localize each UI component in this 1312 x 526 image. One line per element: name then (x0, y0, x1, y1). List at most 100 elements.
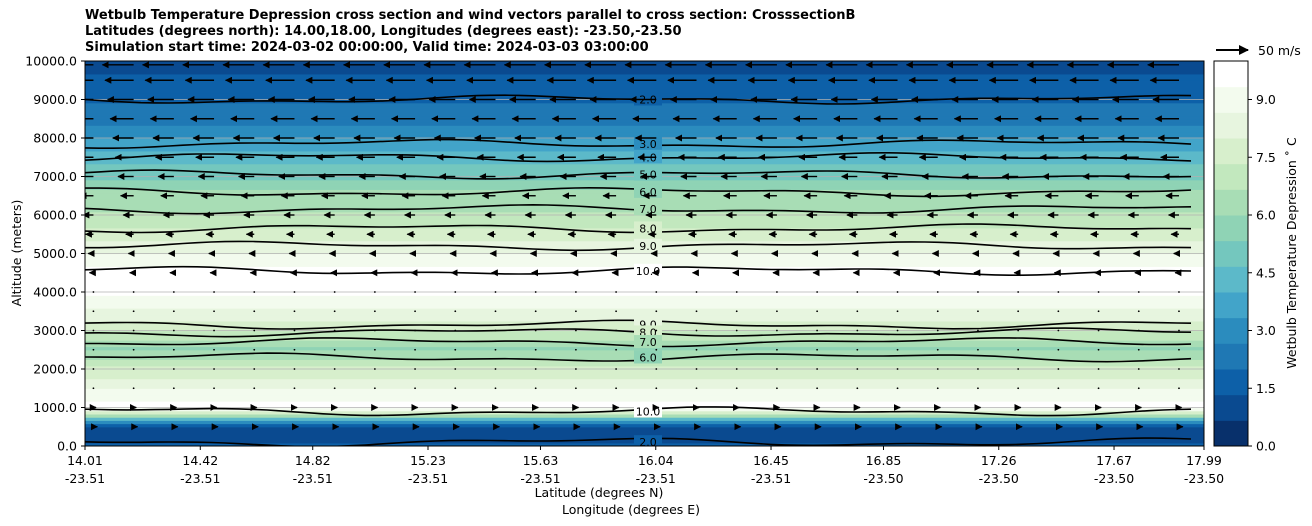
title-line-1: Wetbulb Temperature Depression cross sec… (85, 8, 856, 23)
depression-band (85, 131, 1204, 136)
depression-band (85, 279, 1204, 283)
wind-vector (655, 310, 658, 313)
depression-band (85, 308, 1204, 312)
contour-label: 10.0 (636, 265, 661, 278)
wind-vector (896, 387, 899, 390)
contour-label-bg (634, 221, 662, 235)
depression-band (85, 420, 1204, 425)
wind-vector (1178, 368, 1180, 370)
x-tick-label-lat: 14.42 (182, 453, 218, 468)
wind-vector (132, 310, 135, 313)
wind-vector (655, 348, 658, 351)
wind-vector (735, 348, 738, 351)
wind-vector (655, 387, 658, 390)
colorbar-band (1214, 138, 1248, 165)
wind-vector (213, 291, 215, 293)
wind-vector (1097, 291, 1100, 293)
wind-vector (1057, 387, 1060, 390)
depression-band (85, 365, 1204, 370)
depression-band (85, 163, 1204, 168)
title-line-2: Latitudes (degrees north): 14.00,18.00, … (85, 24, 682, 39)
y-tick-label: 10000.0 (25, 54, 77, 69)
wind-vector (454, 291, 457, 293)
wind-vector (333, 368, 336, 370)
x-tick-label-lat: 15.23 (410, 453, 446, 468)
colorbar-band (1214, 317, 1248, 344)
contour-label: 7.0 (639, 203, 657, 216)
depression-band (85, 134, 1204, 139)
depression-band (85, 182, 1204, 187)
depression-band (85, 234, 1204, 242)
colorbar-band (1214, 163, 1248, 190)
contour-label-bg (634, 238, 662, 252)
depression-band (85, 128, 1204, 133)
wind-vector (977, 348, 979, 351)
x-tick-label-lat: 17.26 (981, 453, 1017, 468)
y-tick-label: 4000.0 (33, 285, 77, 300)
colorbar-band (1214, 420, 1248, 447)
wind-vector (936, 329, 939, 332)
wind-vector (977, 291, 979, 293)
wind-vector (816, 291, 819, 293)
depression-band (85, 256, 1204, 261)
wind-vector (253, 348, 256, 351)
wind-vector (1178, 348, 1180, 351)
wind-vector (373, 348, 376, 351)
x-axis: 14.01 -23.51 14.42 -23.51 14.82 -23.51 15.23 -2… (65, 446, 1224, 486)
wind-vector (695, 348, 698, 351)
wind-vector (253, 310, 256, 313)
y-tick-label: 2000.0 (33, 362, 77, 377)
depression-band (85, 378, 1204, 383)
wind-vector (816, 329, 819, 332)
contour-label: 5.0 (639, 169, 657, 182)
wind-vector (695, 368, 698, 370)
contour-label: 8.0 (639, 222, 657, 235)
wind-vector (373, 368, 376, 370)
colorbar-band (1214, 292, 1248, 319)
wind-vector (655, 368, 658, 370)
depression-band (85, 292, 1204, 296)
colorbar-tick-label: 7.5 (1256, 150, 1276, 165)
wind-vector (1097, 310, 1100, 313)
title-line-3: Simulation start time: 2024-03-02 00:00:… (85, 40, 649, 55)
colorbar-band (1214, 240, 1248, 267)
wind-vector (856, 310, 859, 313)
wind-vector (695, 387, 698, 390)
wind-vector (1097, 329, 1100, 332)
wind-vector (213, 348, 215, 351)
depression-band (85, 314, 1204, 319)
depression-band (85, 109, 1204, 113)
wind-vector (454, 348, 457, 351)
depression-band (85, 301, 1204, 306)
wind-vector (735, 291, 738, 293)
colorbar-label: Wetbulb Temperature Depression ˚ C (1284, 137, 1299, 369)
wind-vector (977, 368, 979, 370)
colorbar-band (1214, 61, 1248, 88)
wind-vector (132, 291, 135, 293)
wind-vector (494, 348, 497, 351)
depression-band (85, 67, 1204, 75)
wind-vector (534, 310, 537, 313)
wind-vector (414, 368, 416, 370)
wind-vector (1178, 291, 1180, 293)
wind-vector (1137, 329, 1140, 332)
wind-vector (776, 348, 778, 351)
wind-vector (253, 329, 256, 332)
wind-vector (1097, 387, 1100, 390)
colorbar-band (1214, 369, 1248, 396)
wind-vector (574, 310, 577, 313)
depression-band (85, 362, 1204, 367)
x-tick-label-lat: 17.67 (1096, 453, 1132, 468)
wind-vector (574, 291, 577, 293)
x-tick-label-lon: -23.50 (1184, 471, 1224, 486)
wind-vector (1097, 368, 1100, 370)
wind-vector (655, 291, 658, 293)
wind-vector (293, 291, 296, 293)
wind-vector (776, 291, 778, 293)
chart-title: Wetbulb Temperature Depression cross sec… (85, 8, 855, 56)
wind-vector (896, 310, 899, 313)
wind-vector (333, 348, 336, 351)
x-tick-label-lat: 16.04 (638, 453, 674, 468)
wind-vector (856, 348, 859, 351)
